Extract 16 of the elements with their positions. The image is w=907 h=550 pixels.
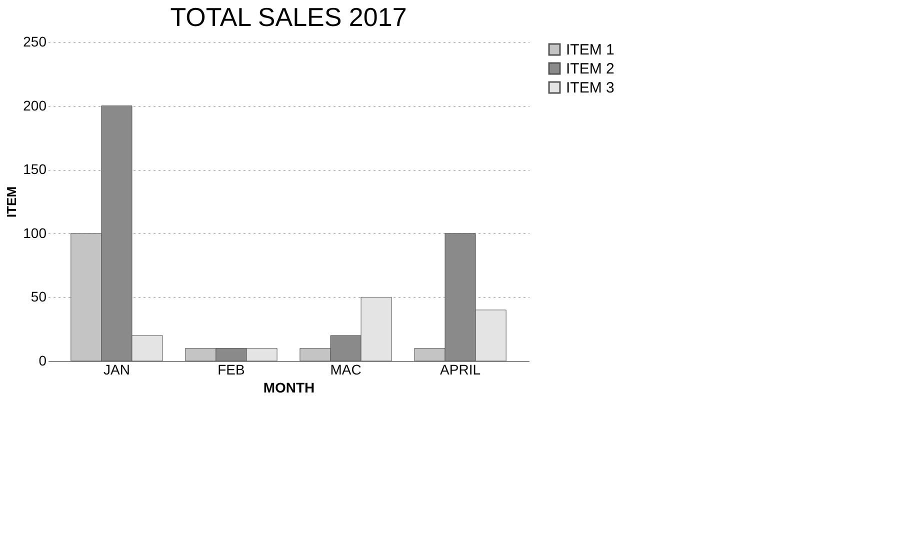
x-tick-label: FEB <box>218 362 245 378</box>
y-tick-label: 100 <box>23 224 47 241</box>
y-tick-label: 50 <box>30 288 47 305</box>
y-tick-label: 150 <box>23 161 47 178</box>
x-tick-label: JAN <box>103 362 130 378</box>
y-axis-title: ITEM <box>4 186 20 218</box>
legend-label: ITEM 1 <box>566 42 614 58</box>
x-axis-title: MONTH <box>263 380 315 396</box>
x-tick-label: APRIL <box>440 362 481 378</box>
chart-title: TOTAL SALES 2017 <box>170 2 407 32</box>
legend-label: ITEM 3 <box>566 80 614 96</box>
x-tick-label: MAC <box>330 362 362 378</box>
legend-label: ITEM 2 <box>566 60 614 78</box>
y-tick-label: 250 <box>23 34 47 50</box>
y-tick-label: 0 <box>38 352 47 368</box>
y-tick-label: 200 <box>23 97 47 114</box>
